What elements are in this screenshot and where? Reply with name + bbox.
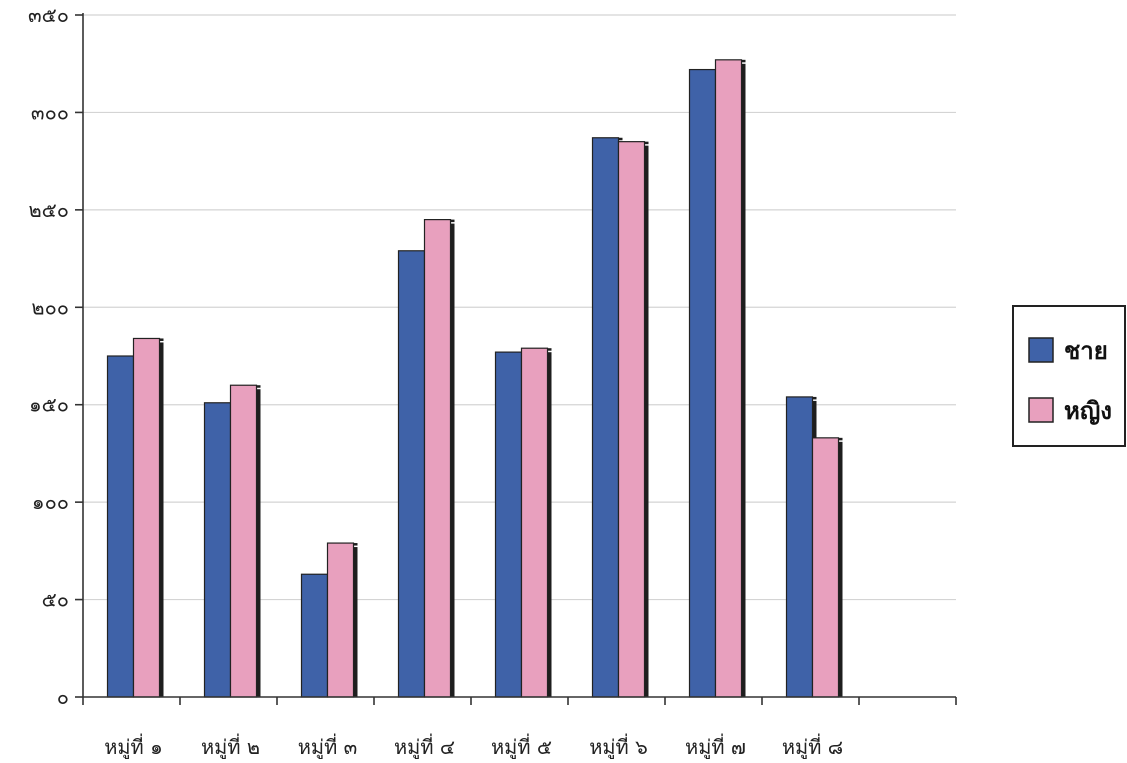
legend-box [1012, 305, 1126, 447]
x-tick-label: หมู่ที่ ๘ [782, 733, 843, 759]
x-tick-label: หมู่ที่ ๒ [201, 733, 260, 759]
bar-female [326, 542, 355, 698]
y-tick-label: ๐ [57, 685, 69, 709]
bar-male [688, 68, 717, 698]
bar-male [300, 573, 329, 698]
bar-male [397, 250, 426, 698]
bar-female [229, 384, 258, 698]
bar-female [520, 347, 549, 698]
bar-male [203, 402, 232, 698]
y-tick-label: ๒๐๐ [31, 295, 69, 319]
bars [106, 59, 843, 698]
bar-male [785, 396, 814, 698]
bar-shadow [450, 223, 455, 697]
x-tick-labels: หมู่ที่ ๑ หมู่ที่ ๒ หมู่ที่ ๓ หมู่ที่ ๔ หมู่… [104, 733, 843, 760]
bar-female [617, 141, 646, 698]
x-tick-label: หมู่ที่ ๓ [298, 733, 358, 759]
bar-shadow [547, 352, 552, 697]
x-tick-label: หมู่ที่ ๖ [589, 733, 648, 759]
y-tick-label: ๕๐ [42, 588, 69, 612]
y-tick-label: ๓๕๐ [28, 3, 69, 27]
bar-female [132, 337, 161, 698]
bar-female [423, 219, 452, 698]
y-tick-label: ๓๐๐ [31, 100, 69, 124]
bar-shadow [353, 547, 358, 697]
bar-female [714, 59, 743, 698]
x-tick-label: หมู่ที่ ๑ [104, 733, 163, 759]
bar-shadow [741, 63, 746, 698]
bar-shadow [159, 342, 164, 697]
legend-label-male: ชาย [1064, 337, 1108, 365]
bar-male [494, 351, 523, 698]
legend: ชาย หญิง [1012, 305, 1126, 447]
y-tick-label: ๑๕๐ [29, 393, 69, 417]
axes [75, 13, 957, 705]
legend-swatch-female [1028, 397, 1054, 423]
bar-shadow [644, 145, 649, 697]
bar-male [106, 355, 135, 698]
legend-label-female: หญิง [1064, 397, 1112, 425]
y-tick-labels: ๐ ๕๐ ๑๐๐ ๑๕๐ ๒๐๐ ๒๕๐ ๓๐๐ ๓๕๐ [28, 3, 69, 709]
x-tick-label: หมู่ที่ ๗ [685, 733, 746, 759]
legend-swatch-male [1028, 337, 1054, 363]
bar-male [591, 137, 620, 698]
bar-female [811, 437, 840, 698]
x-tick-label: หมู่ที่ ๕ [491, 733, 552, 759]
x-tick-label: หมู่ที่ ๔ [394, 733, 455, 759]
bar-shadow [838, 441, 843, 697]
bar-shadow [256, 389, 261, 697]
y-tick-label: ๑๐๐ [32, 490, 69, 514]
y-tick-label: ๒๕๐ [28, 198, 69, 222]
